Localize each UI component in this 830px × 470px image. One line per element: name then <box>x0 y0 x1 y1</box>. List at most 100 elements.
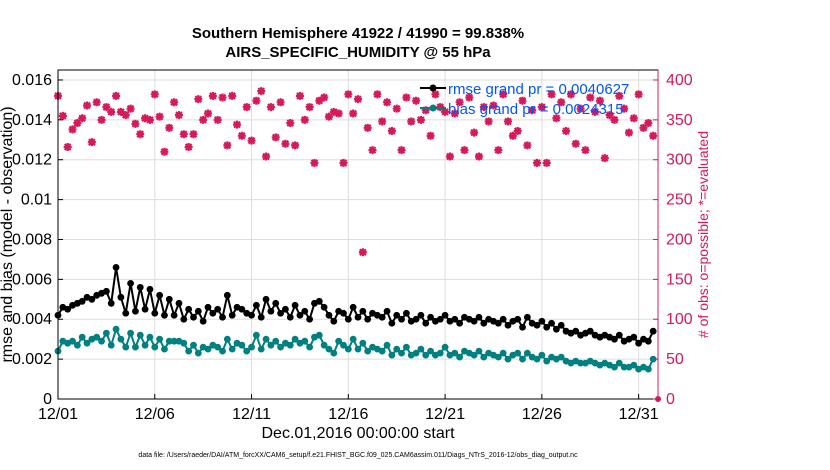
rmse-point <box>315 297 323 305</box>
rmse-point <box>262 295 270 303</box>
bias-point <box>364 347 372 355</box>
rmse-point <box>514 315 522 323</box>
obs-star <box>441 107 450 116</box>
obs-star <box>63 142 72 151</box>
y2-tick-label: 350 <box>666 112 693 129</box>
rmse-point <box>136 283 144 291</box>
bias-point <box>102 329 110 337</box>
obs-star <box>416 115 425 124</box>
bias-point <box>340 341 347 349</box>
obs-count-marker <box>373 90 382 99</box>
obs-star <box>528 106 537 115</box>
bias-point <box>141 341 149 349</box>
rmse-point <box>141 305 149 313</box>
obs-count-marker <box>63 142 72 151</box>
obs-star <box>373 90 382 99</box>
obs-star <box>116 107 125 116</box>
obs-count-marker <box>402 93 411 102</box>
obs-star <box>397 146 406 155</box>
bias-point <box>180 339 188 347</box>
obs-count-marker <box>339 158 348 167</box>
legend-rmse-marker <box>429 84 437 92</box>
rmse-point <box>277 309 284 317</box>
obs-count-marker <box>562 127 571 136</box>
rmse-point <box>388 319 396 327</box>
obs-count-marker <box>334 109 343 118</box>
y2-tick-label: 100 <box>666 311 693 328</box>
rmse-point <box>354 313 362 321</box>
obs-star <box>465 93 474 102</box>
bias-point <box>277 343 284 351</box>
obs-star <box>87 138 96 147</box>
obs-star <box>112 91 121 100</box>
y-tick-label: 0.014 <box>12 112 52 129</box>
obs-count-marker <box>571 139 580 148</box>
rmse-point <box>257 313 265 321</box>
obs-count-marker <box>566 90 575 99</box>
obs-star <box>450 109 459 118</box>
rmse-point <box>102 287 110 295</box>
obs-count-marker <box>165 123 174 132</box>
obs-count-marker <box>300 115 309 124</box>
rmse-point <box>344 315 352 323</box>
obs-count-marker <box>131 119 140 128</box>
rmse-point <box>175 299 183 307</box>
obs-count-marker <box>591 107 600 116</box>
obs-star <box>615 91 624 100</box>
bias-point <box>504 355 512 363</box>
bias-point <box>630 361 638 369</box>
bias-point <box>98 337 105 345</box>
x-tick-label: 12/26 <box>522 406 562 423</box>
bias-point <box>494 353 502 361</box>
bias-point <box>620 363 628 371</box>
obs-count-marker <box>581 146 590 155</box>
obs-count-marker <box>358 248 367 257</box>
obs-count-marker <box>194 95 203 104</box>
rmse-point <box>644 337 652 345</box>
obs-count-marker <box>112 91 121 100</box>
data-marks <box>54 87 661 402</box>
y2-tick-label: 0 <box>666 391 675 408</box>
obs-star <box>165 123 174 132</box>
obs-star <box>97 115 106 124</box>
bias-point <box>136 331 144 339</box>
rmse-point <box>267 307 275 315</box>
obs-count-marker <box>450 109 459 118</box>
y-tick-label: 0.004 <box>12 311 52 328</box>
chart-title: Southern Hemisphere 41922 / 41990 = 99.8… <box>191 25 525 42</box>
obs-star <box>233 120 242 129</box>
obs-count-marker <box>324 112 333 121</box>
rmse-point <box>306 315 314 323</box>
bias-point <box>267 341 275 349</box>
legend-bias-label: bias grand pr = 0.0024315 <box>448 101 624 118</box>
rmse-point <box>630 333 638 341</box>
y-axis-label: rmse and bias (model - observation) <box>0 106 16 362</box>
obs-count-marker <box>204 109 212 118</box>
obs-star <box>136 130 145 139</box>
bias-point <box>228 345 236 353</box>
rmse-point <box>146 285 154 293</box>
rmse-point <box>301 307 309 315</box>
rmse-point <box>117 293 125 301</box>
rmse-point <box>272 299 280 307</box>
obs-count-marker <box>237 131 246 140</box>
obs-star <box>474 152 483 161</box>
bias-point <box>122 343 130 351</box>
bias-point <box>393 345 401 353</box>
obs-star <box>358 248 367 257</box>
obs-count-marker <box>262 152 271 161</box>
rmse-point <box>543 323 551 331</box>
obs-star <box>102 103 111 112</box>
bias-point <box>523 349 531 357</box>
obs-count-marker <box>552 114 561 123</box>
obs-count-marker <box>344 90 353 99</box>
y-tick-label: 0.012 <box>12 152 52 169</box>
obs-count-marker <box>68 125 77 134</box>
obs-star <box>387 127 396 136</box>
bias-point <box>194 349 202 357</box>
obs-star <box>484 117 493 126</box>
obs-star <box>305 103 314 112</box>
obs-count-marker <box>629 114 638 123</box>
bias-point <box>470 351 478 359</box>
bias-point <box>412 349 420 357</box>
